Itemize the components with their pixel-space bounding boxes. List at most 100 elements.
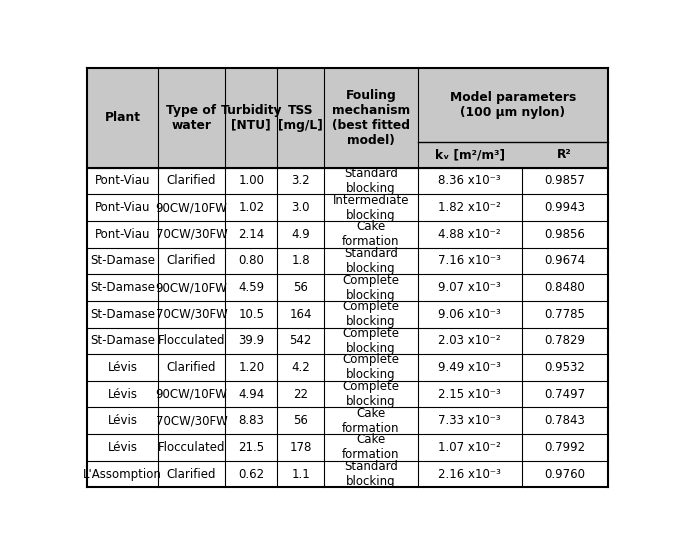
Text: St-Damase: St-Damase xyxy=(90,334,155,348)
Text: Plant: Plant xyxy=(104,112,140,124)
Text: Fouling
mechanism
(best fitted
model): Fouling mechanism (best fitted model) xyxy=(332,89,410,147)
Text: Pont-Viau: Pont-Viau xyxy=(95,174,151,188)
Bar xyxy=(87,274,607,301)
Text: Clarified: Clarified xyxy=(167,468,216,481)
Text: Complete
blocking: Complete blocking xyxy=(342,273,399,301)
Text: 70CW/30FW: 70CW/30FW xyxy=(155,228,227,241)
Bar xyxy=(87,381,607,408)
Text: 178: 178 xyxy=(290,441,312,454)
Text: 1.82 x10⁻²: 1.82 x10⁻² xyxy=(439,201,501,214)
Bar xyxy=(87,68,607,142)
Text: Complete
blocking: Complete blocking xyxy=(342,354,399,382)
Text: 4.9: 4.9 xyxy=(292,228,310,241)
Text: St-Damase: St-Damase xyxy=(90,307,155,321)
Text: Lévis: Lévis xyxy=(108,361,138,374)
Text: 3.0: 3.0 xyxy=(292,201,310,214)
Text: 0.9856: 0.9856 xyxy=(544,228,585,241)
Text: 22: 22 xyxy=(293,388,308,400)
Text: 0.7992: 0.7992 xyxy=(544,441,585,454)
Text: 0.9674: 0.9674 xyxy=(544,255,585,267)
Text: Flocculated: Flocculated xyxy=(158,334,225,348)
Bar xyxy=(87,142,607,168)
Text: 90CW/10FW: 90CW/10FW xyxy=(155,281,227,294)
Text: 9.49 x10⁻³: 9.49 x10⁻³ xyxy=(438,361,501,374)
Text: 4.2: 4.2 xyxy=(292,361,310,374)
Text: 4.88 x10⁻²: 4.88 x10⁻² xyxy=(439,228,501,241)
Text: Model parameters
(100 μm nylon): Model parameters (100 μm nylon) xyxy=(450,91,576,119)
Text: 0.9532: 0.9532 xyxy=(544,361,585,374)
Text: 39.9: 39.9 xyxy=(238,334,264,348)
Text: Type of
water: Type of water xyxy=(166,104,216,132)
Text: 1.00: 1.00 xyxy=(238,174,264,188)
Text: 7.16 x10⁻³: 7.16 x10⁻³ xyxy=(438,255,501,267)
Text: 0.7829: 0.7829 xyxy=(544,334,585,348)
Bar xyxy=(87,354,607,381)
Text: 0.7497: 0.7497 xyxy=(544,388,585,400)
Text: 2.16 x10⁻³: 2.16 x10⁻³ xyxy=(438,468,501,481)
Text: 0.80: 0.80 xyxy=(238,255,264,267)
Text: 0.9943: 0.9943 xyxy=(544,201,585,214)
Bar xyxy=(87,301,607,327)
Text: TSS
[mg/L]: TSS [mg/L] xyxy=(278,104,323,132)
Text: kᵥ [m²/m³]: kᵥ [m²/m³] xyxy=(435,148,504,162)
Text: 90CW/10FW: 90CW/10FW xyxy=(155,201,227,214)
Text: Clarified: Clarified xyxy=(167,255,216,267)
Text: 542: 542 xyxy=(290,334,312,348)
Text: 2.15 x10⁻³: 2.15 x10⁻³ xyxy=(439,388,501,400)
Text: 0.7843: 0.7843 xyxy=(544,414,585,427)
Text: 3.2: 3.2 xyxy=(292,174,310,188)
Text: 1.02: 1.02 xyxy=(238,201,264,214)
Text: 0.9857: 0.9857 xyxy=(544,174,585,188)
Bar xyxy=(87,461,607,487)
Bar xyxy=(87,168,607,194)
Text: 0.7785: 0.7785 xyxy=(544,307,585,321)
Bar xyxy=(87,248,607,274)
Text: Complete
blocking: Complete blocking xyxy=(342,300,399,328)
Text: 1.20: 1.20 xyxy=(238,361,264,374)
Text: Cake
formation: Cake formation xyxy=(342,407,399,434)
Text: 0.8480: 0.8480 xyxy=(544,281,585,294)
Text: Complete
blocking: Complete blocking xyxy=(342,380,399,408)
Text: St-Damase: St-Damase xyxy=(90,255,155,267)
Text: 1.07 x10⁻²: 1.07 x10⁻² xyxy=(439,441,501,454)
Text: Lévis: Lévis xyxy=(108,414,138,427)
Text: Clarified: Clarified xyxy=(167,361,216,374)
Text: 4.94: 4.94 xyxy=(238,388,264,400)
Text: 56: 56 xyxy=(293,281,308,294)
Text: 70CW/30FW: 70CW/30FW xyxy=(155,307,227,321)
Text: 8.36 x10⁻³: 8.36 x10⁻³ xyxy=(439,174,501,188)
Text: 2.14: 2.14 xyxy=(238,228,264,241)
Text: Flocculated: Flocculated xyxy=(158,441,225,454)
Text: Intermediate
blocking: Intermediate blocking xyxy=(333,194,409,222)
Text: 56: 56 xyxy=(293,414,308,427)
Bar xyxy=(87,327,607,354)
Bar xyxy=(87,221,607,248)
Text: 90CW/10FW: 90CW/10FW xyxy=(155,388,227,400)
Text: 2.03 x10⁻²: 2.03 x10⁻² xyxy=(439,334,501,348)
Bar xyxy=(87,194,607,221)
Text: Clarified: Clarified xyxy=(167,174,216,188)
Text: Complete
blocking: Complete blocking xyxy=(342,327,399,355)
Bar xyxy=(87,434,607,461)
Text: 10.5: 10.5 xyxy=(238,307,264,321)
Text: 1.8: 1.8 xyxy=(292,255,310,267)
Text: 164: 164 xyxy=(290,307,312,321)
Text: Pont-Viau: Pont-Viau xyxy=(95,228,151,241)
Text: Standard
blocking: Standard blocking xyxy=(344,247,398,275)
Text: 8.83: 8.83 xyxy=(238,414,264,427)
Text: Lévis: Lévis xyxy=(108,388,138,400)
Text: 0.9760: 0.9760 xyxy=(544,468,585,481)
Text: 9.06 x10⁻³: 9.06 x10⁻³ xyxy=(439,307,501,321)
Text: Standard
blocking: Standard blocking xyxy=(344,167,398,195)
Text: St-Damase: St-Damase xyxy=(90,281,155,294)
Text: 9.07 x10⁻³: 9.07 x10⁻³ xyxy=(439,281,501,294)
Text: 7.33 x10⁻³: 7.33 x10⁻³ xyxy=(439,414,501,427)
Text: Cake
formation: Cake formation xyxy=(342,220,399,248)
Text: Cake
formation: Cake formation xyxy=(342,433,399,461)
Text: 0.62: 0.62 xyxy=(238,468,264,481)
Text: L'Assomption: L'Assomption xyxy=(83,468,162,481)
Text: Pont-Viau: Pont-Viau xyxy=(95,201,151,214)
Text: Standard
blocking: Standard blocking xyxy=(344,460,398,488)
Text: Turbidity
[NTU]: Turbidity [NTU] xyxy=(220,104,282,132)
Text: 4.59: 4.59 xyxy=(238,281,264,294)
